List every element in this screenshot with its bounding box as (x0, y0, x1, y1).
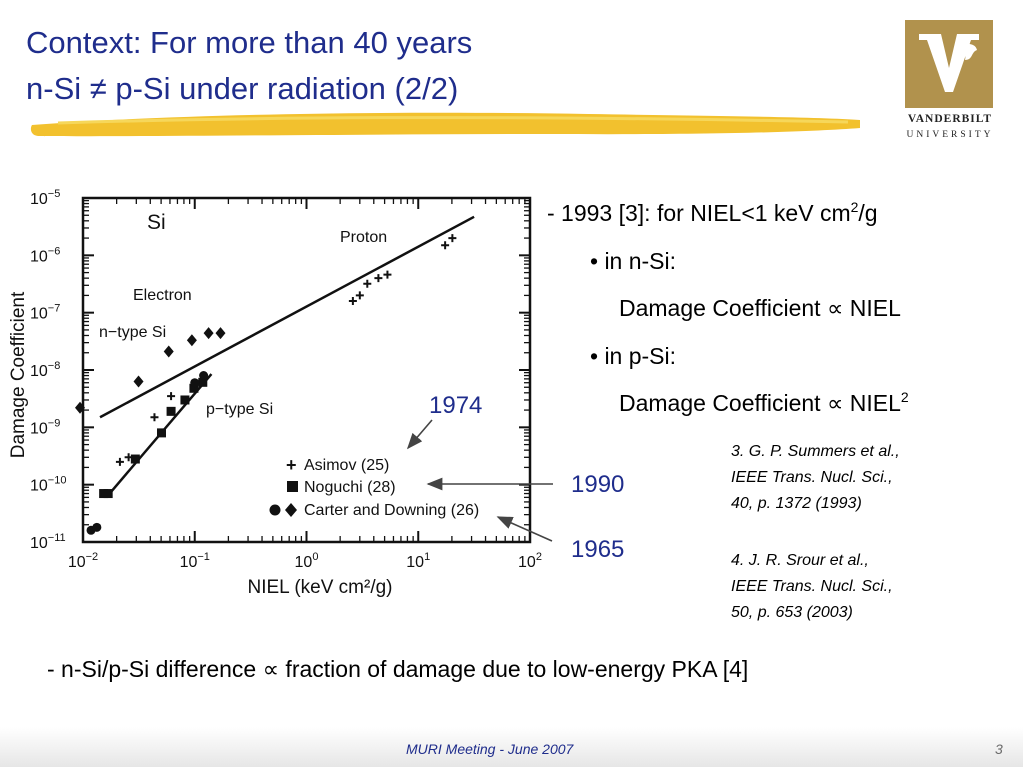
x-tick-label: 100 (295, 551, 319, 571)
bullet-1993-tail: /g (858, 200, 878, 226)
formula-p-si: Damage Coefficient ∝ NIEL2 (619, 390, 909, 417)
legend-label-noguchi: Noguchi (28) (304, 479, 396, 496)
plus-marker (441, 241, 450, 250)
x-axis-label: NIEL (keV cm²/g) (248, 577, 393, 598)
bullet-p-si: • in p-Si: (590, 343, 677, 369)
plus-marker (115, 457, 124, 466)
square-marker (189, 383, 199, 393)
y-axis-label: Damage Coefficient (8, 291, 29, 458)
diamond-marker (133, 375, 144, 388)
diamond-marker (74, 401, 85, 414)
n-type-fit-line (99, 215, 475, 419)
diamond-marker (186, 334, 197, 347)
reference-3-line3: 40, p. 1372 (1993) (731, 495, 862, 512)
bullet-1993: - 1993 [3]: for NIEL<1 keV cm2/g (547, 200, 878, 227)
page-number: 3 (995, 741, 1003, 757)
square-marker (99, 489, 109, 499)
y-tick-label: 10−5 (30, 188, 60, 208)
legend-label-carter-downing: Carter and Downing (26) (304, 502, 479, 519)
label-si: Si (147, 211, 166, 234)
square-marker (180, 395, 190, 405)
circle-marker (190, 378, 200, 388)
logo-text-university: UNIVERSITY (906, 130, 994, 140)
square-marker (156, 428, 166, 438)
x-tick-label: 101 (406, 551, 430, 571)
y-tick-label: 10−7 (30, 303, 60, 323)
reference-4: 4. J. R. Srour et al., IEEE Trans. Nucl.… (731, 548, 893, 626)
circle-marker-icon (269, 504, 281, 516)
circle-marker (199, 371, 209, 381)
square-marker (198, 377, 208, 387)
bottom-statement: - n-Si/p-Si difference ∝ fraction of dam… (47, 656, 749, 682)
label-electron: Electron (133, 287, 192, 304)
y-tick-label: 10−8 (30, 360, 60, 380)
annotation-1974: 1974 (429, 392, 483, 419)
plus-marker-icon: + (286, 455, 297, 475)
legend-label-asimov: Asimov (25) (304, 457, 389, 474)
label-ntype: n−type Si (99, 324, 166, 341)
plus-marker (363, 279, 372, 288)
footer-text: MURI Meeting - June 2007 (406, 741, 574, 757)
formula-p-si-text: Damage Coefficient ∝ NIEL (619, 390, 901, 416)
square-marker (166, 406, 176, 416)
reference-3-line2: IEEE Trans. Nucl. Sci., (731, 469, 893, 486)
label-proton: Proton (340, 229, 387, 246)
y-tick-label: 10−10 (30, 475, 66, 495)
plus-marker (167, 392, 176, 401)
reference-4-line3: 50, p. 653 (2003) (731, 604, 853, 621)
diamond-marker (203, 327, 214, 340)
legend: + Asimov (25) Noguchi (28) Carter and Do… (269, 455, 479, 519)
square-marker (130, 454, 140, 464)
footer-bar (0, 727, 1023, 767)
formula-p-si-sup: 2 (900, 389, 909, 405)
diamond-marker (163, 345, 174, 358)
logo-text-vanderbilt: VANDERBILT (907, 113, 993, 125)
slide-title-line1: Context: For more than 40 years (26, 25, 473, 60)
formula-n-si: Damage Coefficient ∝ NIEL (619, 295, 901, 321)
square-marker (103, 489, 113, 499)
x-tick-label: 10−2 (68, 551, 98, 571)
university-logo: VANDERBILT UNIVERSITY (900, 20, 1000, 150)
bullet-1993-text: - 1993 [3]: for NIEL<1 keV cm (547, 200, 851, 226)
reference-4-line1: 4. J. R. Srour et al., (731, 552, 869, 569)
label-ptype: p−type Si (206, 401, 273, 418)
annotation-1990: 1990 (571, 471, 625, 498)
bullet-n-si: • in n-Si: (590, 248, 677, 274)
damage-coefficient-chart: 10−2 10−1 100 101 102 10−5 10−6 10−7 10−8 10−9 10−… (8, 188, 542, 598)
bullet-1993-sup: 2 (850, 199, 859, 215)
plus-marker (355, 291, 364, 300)
annotation-1965: 1965 (571, 536, 625, 563)
plus-marker (348, 296, 357, 305)
plus-marker (448, 234, 457, 243)
y-tick-label: 10−9 (30, 417, 60, 437)
slide-title-line2: n-Si ≠ p-Si under radiation (2/2) (26, 71, 459, 106)
diamond-marker-icon (285, 503, 297, 517)
diamond-marker (215, 327, 226, 340)
oak-leaf-v-icon (905, 20, 993, 108)
x-tick-label: 10−1 (180, 551, 210, 571)
y-tick-label: 10−6 (30, 245, 60, 265)
plus-marker (383, 270, 392, 279)
reference-3-line1: 3. G. P. Summers et al., (731, 443, 900, 460)
square-marker-icon (287, 481, 298, 492)
plus-marker (374, 274, 383, 283)
plus-marker (150, 413, 159, 422)
reference-3: 3. G. P. Summers et al., IEEE Trans. Nuc… (731, 439, 900, 517)
x-tick-label: 102 (518, 551, 542, 571)
circle-marker (92, 522, 102, 532)
yellow-brush-stroke (30, 112, 860, 137)
y-tick-label: 10−11 (30, 532, 66, 552)
reference-4-line2: IEEE Trans. Nucl. Sci., (731, 578, 893, 595)
